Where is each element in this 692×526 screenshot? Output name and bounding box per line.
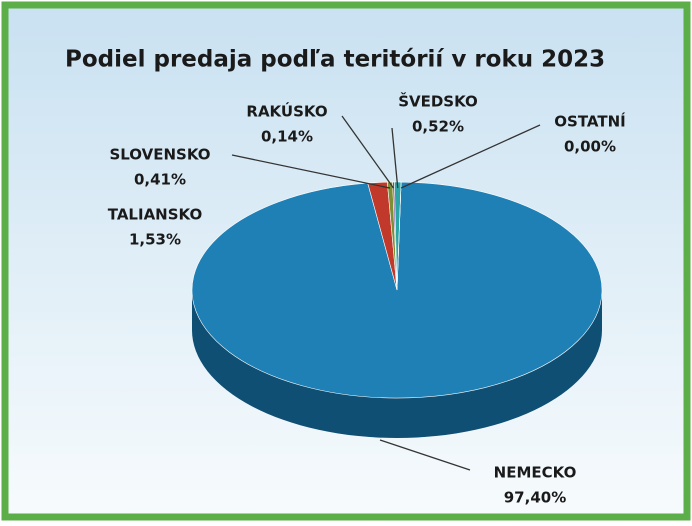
slice-value-label: 1,53% (129, 231, 181, 249)
slice-value-label: 0,52% (412, 118, 464, 136)
slice-label: RAKÚSKO (246, 102, 327, 121)
leader-line (391, 127, 399, 189)
leader-line (341, 115, 395, 189)
pie (191, 181, 603, 438)
leader-line (231, 154, 391, 189)
leader-line (400, 124, 541, 189)
slice-value-label: 0,00% (564, 138, 616, 156)
slice-label: OSTATNÍ (554, 112, 626, 131)
chart-title: Podiel predaja podľa teritórií v roku 20… (65, 47, 605, 73)
slice-value-label: 0,41% (134, 171, 186, 189)
slice-label: SLOVENSKO (109, 146, 210, 164)
slice-label: ŠVEDSKO (398, 92, 478, 111)
pie-slice (396, 182, 402, 291)
slice-value-label: 0,14% (261, 128, 313, 146)
leader-line (379, 439, 471, 471)
slice-label: NEMECKO (494, 464, 577, 482)
slice-label: TALIANSKO (108, 206, 202, 224)
slice-value-label: 97,40% (504, 489, 566, 507)
